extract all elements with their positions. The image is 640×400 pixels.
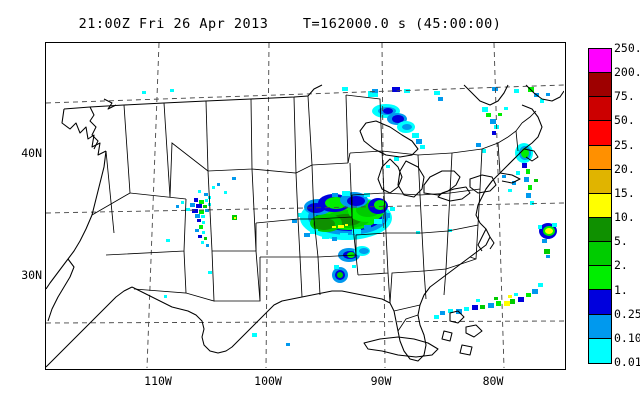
colorbar-band-5 xyxy=(589,217,611,243)
colorbar-tick-1: 1. xyxy=(614,282,628,297)
precip-great-lakes xyxy=(368,87,443,168)
colorbar-band-1 xyxy=(589,266,611,291)
colorbar-tick-010: 0.10 xyxy=(614,330,640,345)
figure-title: 21:00Z Fri 26 Apr 2013 T=162000.0 s (45:… xyxy=(78,16,502,32)
colorbar-band-2 xyxy=(589,242,611,267)
colorbar-band-50 xyxy=(589,97,611,122)
colorbar-band-001 xyxy=(589,338,611,363)
colorbar-band-10 xyxy=(589,193,611,218)
y-tick-30n: 30N xyxy=(21,268,42,282)
colorbar-band-25 xyxy=(589,121,611,146)
colorbar-tick-025: 0.25 xyxy=(614,306,640,321)
colorbar-tick-250: 250. xyxy=(614,41,640,55)
colorbar-band-20 xyxy=(589,145,611,170)
state-boundaries xyxy=(91,94,537,332)
x-tick-80w: 80W xyxy=(482,374,504,388)
y-tick-40n: 40N xyxy=(21,146,42,160)
colorbar-tick-001: 0.01 xyxy=(614,355,640,369)
map-canvas xyxy=(46,43,564,368)
x-tick-110w: 110W xyxy=(144,374,172,388)
colorbar-band-75 xyxy=(589,73,611,98)
x-tick-90w: 90W xyxy=(370,374,392,388)
x-tick-100w: 100W xyxy=(254,374,282,388)
map-boundaries xyxy=(46,84,564,368)
colorbar-band-025 xyxy=(589,290,611,315)
colorbar-tick-50: 50. xyxy=(614,113,635,128)
graticule xyxy=(46,43,564,368)
precip-atlantic-offshore xyxy=(416,223,557,319)
precip-louisiana xyxy=(332,246,370,283)
precip-colorado xyxy=(176,183,237,247)
colorbar-tick-10: 10. xyxy=(614,210,635,225)
colorbar-tick-25: 25. xyxy=(614,137,635,152)
colorbar-band-15 xyxy=(589,169,611,194)
map-plot-area xyxy=(45,42,566,370)
colorbar xyxy=(588,48,612,364)
colorbar-band-200 xyxy=(589,49,611,74)
colorbar-tick-15: 15. xyxy=(614,185,635,200)
colorbar-tick-2: 2. xyxy=(614,258,628,273)
precipitation-field xyxy=(142,87,557,346)
colorbar-tick-20: 20. xyxy=(614,161,635,176)
colorbar-tick-75: 75. xyxy=(614,89,635,104)
colorbar-tick-5: 5. xyxy=(614,234,628,249)
precip-west-misc xyxy=(142,89,290,346)
colorbar-tick-200: 200. xyxy=(614,65,640,80)
colorbar-band-010 xyxy=(589,314,611,339)
